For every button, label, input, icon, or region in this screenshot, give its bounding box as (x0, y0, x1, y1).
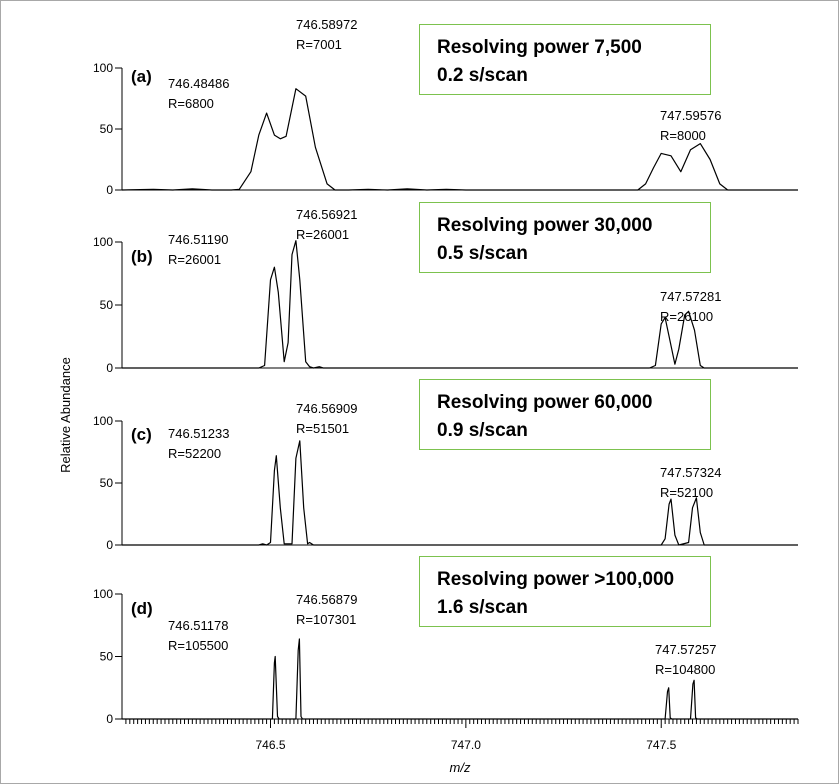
panel-d-label: (d) (131, 599, 153, 618)
panel-b-resolving-power: Resolving power 30,000 (437, 215, 653, 236)
panel-d-resolving-box: Resolving power >100,000 1.6 s/scan (419, 556, 711, 627)
panel-b-y-tick-label: 100 (93, 235, 113, 249)
panel-a-resolving-power: Resolving power 7,500 (437, 37, 642, 58)
panel-a-peak-mz: 746.48486 (168, 76, 229, 91)
x-tick-label: 746.5 (255, 738, 285, 752)
panel-d-peak-mz: 747.57257 (655, 642, 716, 657)
panel-d-y-tick-label: 50 (100, 650, 114, 664)
panel-a-y-tick-label: 100 (93, 61, 113, 75)
panel-b-peak-mz: 747.57281 (660, 289, 721, 304)
panel-b-peak-resolution: R=26001 (168, 252, 221, 267)
panel-a-y-tick-label: 0 (106, 183, 113, 197)
panel-c-peak-mz: 746.56909 (296, 401, 357, 416)
panel-d-peak-resolution: R=104800 (655, 662, 715, 677)
panel-b-y-tick-label: 0 (106, 361, 113, 375)
panel-b-spectrum-line (122, 240, 798, 369)
x-tick-label: 747.5 (646, 738, 676, 752)
panel-d-peak-resolution: R=105500 (168, 638, 228, 653)
panel-c-resolving-power: Resolving power 60,000 (437, 392, 653, 413)
panel-c-y-tick-label: 100 (93, 414, 113, 428)
panel-c-peak-mz: 746.51233 (168, 426, 229, 441)
panel-a-peak-resolution: R=6800 (168, 96, 214, 111)
y-axis-title: Relative Abundance (58, 357, 73, 473)
x-tick-label: 747.0 (451, 738, 481, 752)
panel-d-y-tick-label: 100 (93, 587, 113, 601)
panel-d-y-tick-label: 0 (106, 712, 113, 726)
panel-a-resolving-box: Resolving power 7,500 0.2 s/scan (419, 24, 711, 95)
panel-c-peak-resolution: R=52100 (660, 485, 713, 500)
panel-d-peak-resolution: R=107301 (296, 612, 356, 627)
panel-b-peak-mz: 746.51190 (168, 232, 229, 247)
panel-a-spectrum-line (121, 88, 798, 191)
panel-a-peak-mz: 746.58972 (296, 17, 357, 32)
panel-b-peak-mz: 746.56921 (296, 207, 357, 222)
panel-a-y-tick-label: 50 (100, 122, 114, 136)
panel-a-peak-resolution: R=8000 (660, 128, 706, 143)
panel-c-peak-mz: 747.57324 (660, 465, 721, 480)
panel-d-peak-mz: 746.56879 (296, 592, 357, 607)
panel-a-label: (a) (131, 67, 152, 86)
panel-c-scan-time: 0.9 s/scan (437, 420, 528, 441)
panel-c-label: (c) (131, 425, 152, 444)
panel-a-peak-resolution: R=7001 (296, 37, 342, 52)
panel-c-peak-resolution: R=52200 (168, 446, 221, 461)
panel-a-peak-mz: 747.59576 (660, 108, 721, 123)
panel-b-resolving-box: Resolving power 30,000 0.5 s/scan (419, 202, 711, 273)
panel-c-y-tick-label: 50 (100, 476, 114, 490)
panel-c-spectrum-line (122, 440, 798, 546)
panel-d-spectrum-line (122, 638, 798, 720)
panel-d-resolving-power: Resolving power >100,000 (437, 569, 675, 590)
panel-b-y-tick-label: 50 (100, 298, 114, 312)
panel-b-label: (b) (131, 247, 153, 266)
panel-a-scan-time: 0.2 s/scan (437, 65, 528, 86)
x-axis-title: m/z (450, 760, 471, 775)
panel-d-scan-time: 1.6 s/scan (437, 597, 528, 618)
panel-b-peak-resolution: R=26100 (660, 309, 713, 324)
panel-d-peak-mz: 746.51178 (168, 618, 229, 633)
panel-b-scan-time: 0.5 s/scan (437, 243, 528, 264)
panel-c-resolving-box: Resolving power 60,000 0.9 s/scan (419, 379, 711, 450)
panel-b-peak-resolution: R=26001 (296, 227, 349, 242)
panel-c-peak-resolution: R=51501 (296, 421, 349, 436)
panel-c-y-tick-label: 0 (106, 538, 113, 552)
